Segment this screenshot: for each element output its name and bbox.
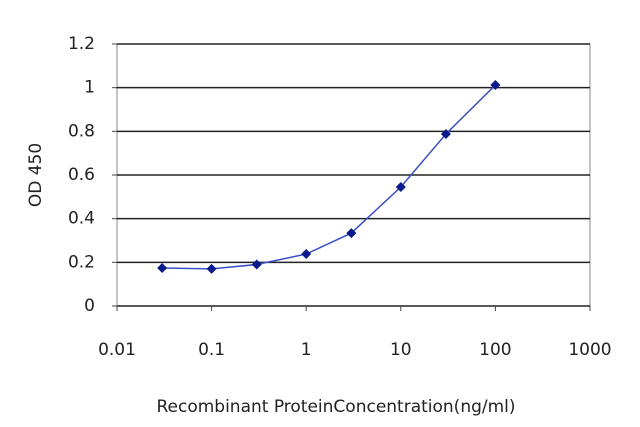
x-tick-label: 1 [301,340,312,360]
x-tick-label: 100 [479,340,511,360]
x-tick-label: 10 [390,340,412,360]
data-point [301,249,312,260]
y-tick-label: 0 [84,296,95,316]
x-tick-label: 0.1 [198,340,225,360]
y-tick-label: 0.6 [68,165,95,185]
x-tick-label: 0.01 [98,340,136,360]
y-axis-label: OD 450 [26,143,46,207]
data-point [346,228,357,239]
data-point [395,182,406,193]
x-tick-label: 1000 [568,340,611,360]
data-point [251,259,262,270]
y-tick-label: 0.4 [68,209,95,229]
y-tick-label: 0.2 [68,252,95,272]
data-point [157,263,168,274]
data-point [490,80,501,91]
y-tick-label: 1.2 [68,34,95,54]
data-point [206,263,217,274]
y-tick-label: 1 [84,78,95,98]
y-tick-label: 0.8 [68,121,95,141]
x-axis-label: Recombinant ProteinConcentration(ng/ml) [156,397,515,417]
data-point [440,128,451,139]
data-line [162,84,496,270]
